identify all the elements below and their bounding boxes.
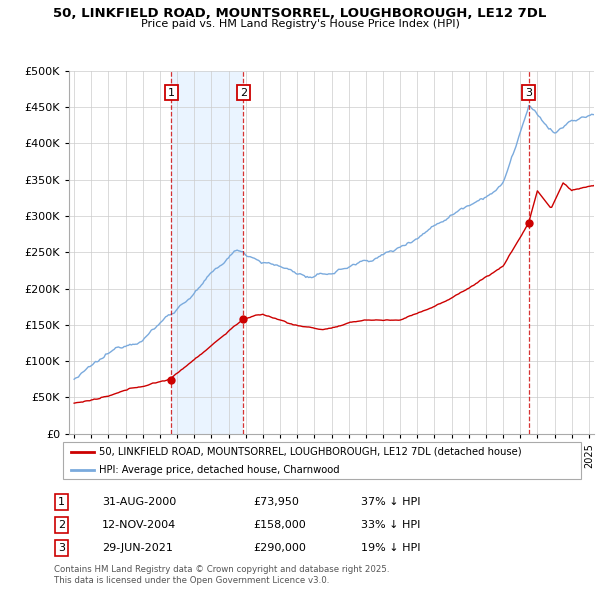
Bar [172, 71, 244, 434]
Text: 2: 2 [58, 520, 65, 530]
Text: HPI: Average price, detached house, Charnwood: HPI: Average price, detached house, Char… [100, 465, 340, 475]
Text: 12-NOV-2004: 12-NOV-2004 [102, 520, 176, 530]
Text: £73,950: £73,950 [253, 497, 299, 507]
Text: 50, LINKFIELD ROAD, MOUNTSORREL, LOUGHBOROUGH, LE12 7DL (detached house): 50, LINKFIELD ROAD, MOUNTSORREL, LOUGHBO… [100, 447, 522, 457]
Text: £290,000: £290,000 [253, 543, 306, 553]
FancyBboxPatch shape [62, 442, 581, 479]
Text: Contains HM Land Registry data © Crown copyright and database right 2025.
This d: Contains HM Land Registry data © Crown c… [54, 565, 389, 585]
Text: 31-AUG-2000: 31-AUG-2000 [102, 497, 176, 507]
Text: 1: 1 [168, 87, 175, 97]
Text: Price paid vs. HM Land Registry's House Price Index (HPI): Price paid vs. HM Land Registry's House … [140, 19, 460, 29]
Text: 3: 3 [58, 543, 65, 553]
Text: 37% ↓ HPI: 37% ↓ HPI [361, 497, 421, 507]
Text: 1: 1 [58, 497, 65, 507]
Text: 29-JUN-2021: 29-JUN-2021 [102, 543, 173, 553]
Text: £158,000: £158,000 [253, 520, 306, 530]
Text: 3: 3 [525, 87, 532, 97]
Text: 33% ↓ HPI: 33% ↓ HPI [361, 520, 421, 530]
Text: 2: 2 [240, 87, 247, 97]
Text: 50, LINKFIELD ROAD, MOUNTSORREL, LOUGHBOROUGH, LE12 7DL: 50, LINKFIELD ROAD, MOUNTSORREL, LOUGHBO… [53, 7, 547, 20]
Text: 19% ↓ HPI: 19% ↓ HPI [361, 543, 421, 553]
